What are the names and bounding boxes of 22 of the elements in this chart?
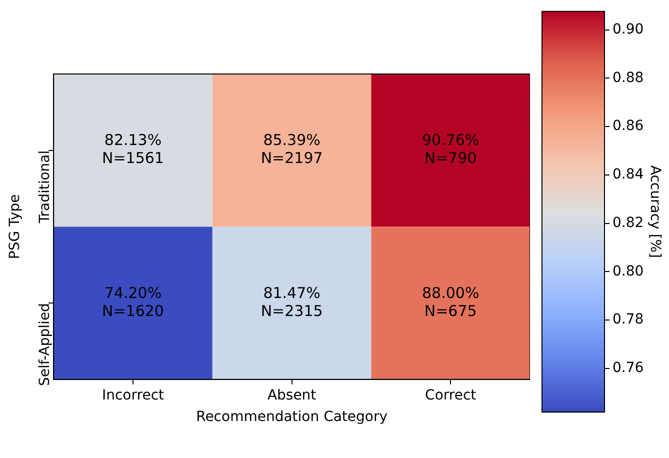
data-label: 90.76% N=790 <box>422 131 480 168</box>
x-axis-title: Recommendation Category <box>196 409 388 426</box>
color-bar-label: 0.78 <box>612 312 644 328</box>
data-label: 74.20% N=1620 <box>102 284 164 320</box>
color-bar-title: Accuracy [%] <box>646 165 663 258</box>
x-tick-label: Incorrect <box>102 387 165 404</box>
color-bar-label: 0.82 <box>612 214 644 231</box>
y-tick-label: Traditional <box>37 150 54 224</box>
color-bar-label: 0.76 <box>612 360 644 376</box>
data-label: 82.13% N=1561 <box>102 131 164 168</box>
y-axis-title: PSG Type <box>7 194 24 260</box>
data-label: 88.00% N=675 <box>422 284 480 320</box>
data-label: 81.47% N=2315 <box>260 284 323 320</box>
y-tick-label: Self-Applied <box>37 303 54 386</box>
x-tick-label: Absent <box>267 387 317 404</box>
color-bar-label: 0.84 <box>612 166 644 183</box>
color-bar-label: 0.88 <box>612 70 644 86</box>
x-tick-label: Correct <box>425 387 477 404</box>
data-label: 85.39% N=2197 <box>260 131 323 168</box>
color-bar-label: 0.90 <box>612 21 644 38</box>
color-bar-label: 0.80 <box>612 263 644 280</box>
color-bar-label: 0.86 <box>612 118 644 134</box>
